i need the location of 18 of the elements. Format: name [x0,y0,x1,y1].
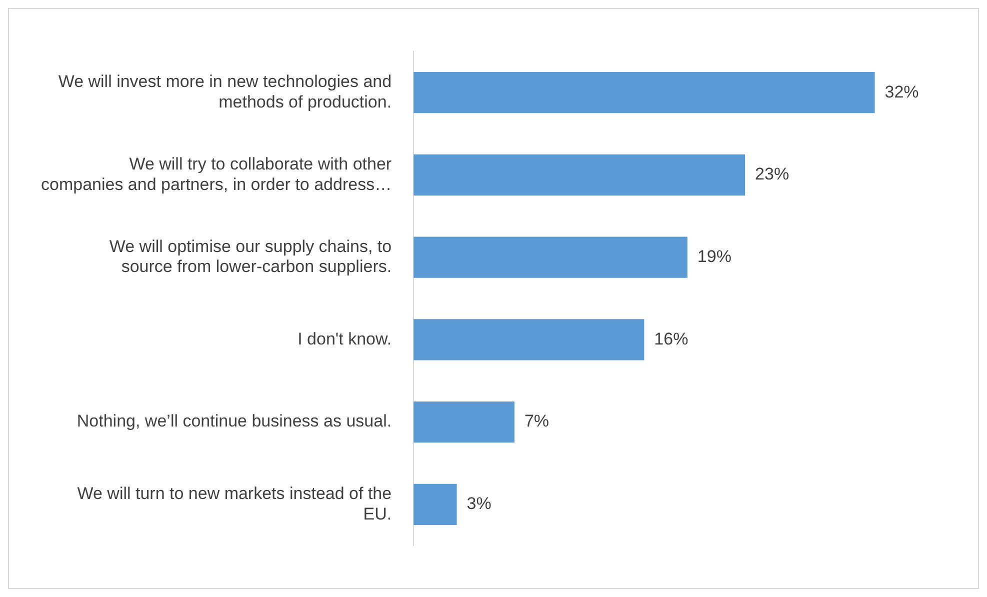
data-label: 16% [654,329,688,348]
bar [414,72,875,114]
data-label: 32% [884,82,919,102]
bar [414,484,457,526]
data-label: 7% [524,412,550,431]
data-label: 23% [755,164,790,184]
data-label: 3% [466,494,492,514]
bar [414,401,514,443]
y-tick-label: We will try to collaborate with other companies and partners, in order to address… [40,154,392,194]
data-label: 19% [697,247,732,266]
bar [414,154,746,196]
y-tick-label: We will optimise our supply chains, to source from lower-carbon suppliers. [109,236,392,276]
bar [414,236,688,278]
bar [414,319,644,360]
y-tick-label: I don't know. [298,329,392,348]
y-tick-label: Nothing, we’ll continue business as usual. [76,412,392,431]
y-tick-label: We will invest more in new technologies and methods of production. [58,72,392,112]
y-tick-label: We will turn to new markets instead of the EU. [77,484,392,524]
